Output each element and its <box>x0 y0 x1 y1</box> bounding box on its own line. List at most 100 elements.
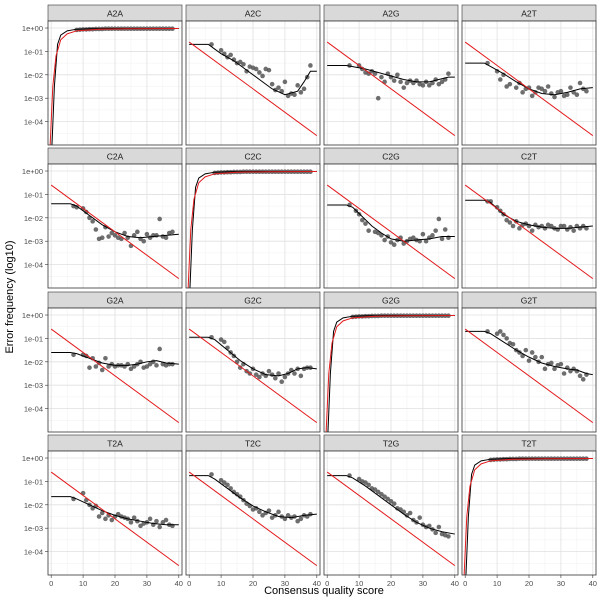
data-point <box>253 372 259 377</box>
data-point <box>372 71 378 76</box>
facet-panel-g2t: G2T <box>461 291 597 433</box>
nominal-error-line <box>188 41 318 137</box>
data-point <box>170 229 175 235</box>
data-point <box>507 81 513 87</box>
data-point <box>266 67 272 73</box>
data-point <box>407 510 413 516</box>
data-point <box>542 88 548 94</box>
data-point <box>379 491 384 497</box>
panel-content <box>463 456 593 575</box>
facet-strip-label: A2A <box>107 9 123 19</box>
data-point <box>106 513 111 518</box>
data-point <box>260 513 265 518</box>
data-point <box>244 69 249 74</box>
data-point <box>501 72 506 78</box>
x-tick-label: 20 <box>525 579 533 588</box>
data-point <box>301 86 307 92</box>
fitted-error-line <box>51 351 179 366</box>
data-point <box>366 71 371 76</box>
data-point <box>298 90 304 95</box>
data-point <box>282 79 288 85</box>
facet-panel-a2c: A2C <box>185 4 321 146</box>
x-tick-label: 10 <box>79 579 87 588</box>
data-point <box>513 85 519 90</box>
data-point <box>568 368 573 374</box>
data-point <box>231 489 237 495</box>
data-point <box>279 379 285 384</box>
nominal-error-line <box>50 328 180 424</box>
facet-panel-g2a: G2A 1e+00 1e-01 1e-02 1e-03 1e-04 <box>22 291 183 433</box>
data-point <box>584 88 589 94</box>
facet-panel-c2a: C2A 1e+00 1e-01 1e-02 1e-03 1e-04 <box>22 147 183 289</box>
data-point <box>549 360 554 366</box>
data-point <box>420 83 426 88</box>
data-point <box>439 236 445 242</box>
data-point <box>533 354 538 360</box>
facet-strip-label: T2T <box>521 439 536 449</box>
x-tick-label: 20 <box>387 579 395 588</box>
data-point <box>580 377 586 382</box>
data-point <box>375 95 381 101</box>
data-point <box>99 235 105 240</box>
data-point <box>542 366 548 372</box>
y-tick-label: 1e-03 <box>24 237 43 246</box>
data-point <box>363 480 368 485</box>
data-point <box>545 84 551 89</box>
y-tick-label: 1e-04 <box>24 405 43 414</box>
data-point <box>552 94 557 100</box>
data-point <box>433 530 438 536</box>
y-tick-label: 1e-03 <box>24 524 43 533</box>
data-point <box>237 494 243 499</box>
facet-strip-label: A2T <box>521 9 537 19</box>
data-point <box>398 235 403 240</box>
data-point <box>138 523 143 529</box>
data-point <box>529 350 535 355</box>
data-point <box>160 520 166 525</box>
data-point <box>308 63 313 68</box>
facet-panel-c2t: C2T <box>461 147 597 289</box>
x-tick-label: 40 <box>175 579 183 588</box>
fitted-error-line <box>327 475 455 535</box>
data-point <box>552 366 557 372</box>
panel-content <box>187 169 317 288</box>
y-tick-label: 1e-02 <box>24 358 43 367</box>
data-point <box>90 219 95 224</box>
nominal-error-line <box>463 457 593 575</box>
data-point <box>221 480 227 485</box>
facet-panel-g2g: G2G <box>323 291 459 433</box>
facet-strip-label: T2G <box>383 439 400 449</box>
data-point <box>228 52 233 58</box>
data-point <box>209 472 214 477</box>
y-tick-label: 1e-04 <box>24 118 43 127</box>
nominal-error-line <box>326 41 456 137</box>
nominal-error-line <box>50 471 180 567</box>
fitted-error-line <box>465 330 593 376</box>
data-point <box>363 221 368 226</box>
y-tick-label: 1e-01 <box>24 47 43 56</box>
panel-border <box>323 163 459 289</box>
data-point <box>103 356 108 361</box>
data-point <box>225 482 230 488</box>
panel-border <box>47 20 183 146</box>
data-point <box>292 92 297 97</box>
x-tick-label: 0 <box>325 579 329 588</box>
data-point <box>356 212 362 217</box>
x-tick-label: 20 <box>249 579 257 588</box>
data-point <box>388 240 394 245</box>
data-point <box>426 523 432 529</box>
data-point <box>298 516 304 522</box>
data-point <box>382 494 387 499</box>
facet-strip-label: C2T <box>521 152 537 162</box>
facet-strip-label: A2C <box>245 9 262 19</box>
panel-content <box>49 26 179 145</box>
data-point <box>404 80 410 86</box>
data-point <box>430 80 435 86</box>
facet-strip-label: C2C <box>244 152 261 162</box>
data-point <box>529 93 535 99</box>
data-point <box>382 237 387 243</box>
x-tick-label: 20 <box>111 579 119 588</box>
fitted-error-line <box>189 43 317 96</box>
facet-strip-label: T2A <box>107 439 123 449</box>
data-point <box>260 73 265 79</box>
